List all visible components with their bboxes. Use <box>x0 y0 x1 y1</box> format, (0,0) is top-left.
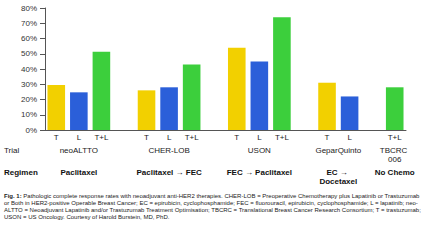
svg-text:60%: 60% <box>21 34 37 43</box>
svg-text:L: L <box>167 133 172 142</box>
svg-text:20%: 20% <box>21 95 37 104</box>
svg-text:L: L <box>77 133 82 142</box>
svg-text:Trial: Trial <box>4 146 19 155</box>
svg-text:CHER-LOB: CHER-LOB <box>148 146 189 155</box>
svg-text:FEC → Paclitaxel: FEC → Paclitaxel <box>227 168 292 177</box>
svg-text:EC →: EC → <box>327 168 351 177</box>
svg-text:80%: 80% <box>21 4 37 13</box>
svg-text:T+L: T+L <box>94 133 109 142</box>
svg-text:USON: USON <box>248 146 271 155</box>
svg-text:0%: 0% <box>25 126 37 135</box>
svg-text:70%: 70% <box>21 19 37 28</box>
svg-text:Docetaxel: Docetaxel <box>319 177 357 186</box>
svg-text:T: T <box>144 133 149 142</box>
svg-text:GeparQuinto: GeparQuinto <box>315 146 361 155</box>
svg-text:L: L <box>347 133 352 142</box>
svg-text:No Chemo: No Chemo <box>375 168 415 177</box>
svg-text:10%: 10% <box>21 110 37 119</box>
svg-text:T+L: T+L <box>185 133 200 142</box>
svg-text:006: 006 <box>388 155 402 164</box>
svg-text:Regimen: Regimen <box>4 168 38 177</box>
svg-text:L: L <box>257 133 262 142</box>
svg-text:T+L: T+L <box>275 133 290 142</box>
html-text:Fig. 1: Pathologic complete re: Fig. 1: Pathologic complete response rat… <box>4 193 421 220</box>
svg-text:T+L: T+L <box>388 133 403 142</box>
svg-text:neoALTTO: neoALTTO <box>60 146 98 155</box>
svg-text:TBCRC: TBCRC <box>380 146 410 155</box>
svg-text:40%: 40% <box>21 65 37 74</box>
svg-text:50%: 50% <box>21 49 37 58</box>
svg-text:T: T <box>54 133 59 142</box>
svg-text:Paclitaxel: Paclitaxel <box>60 168 97 177</box>
svg-text:Paclitaxel → FEC: Paclitaxel → FEC <box>136 168 202 177</box>
svg-text:T: T <box>234 133 239 142</box>
svg-text:T: T <box>325 133 330 142</box>
svg-text:30%: 30% <box>21 80 37 89</box>
